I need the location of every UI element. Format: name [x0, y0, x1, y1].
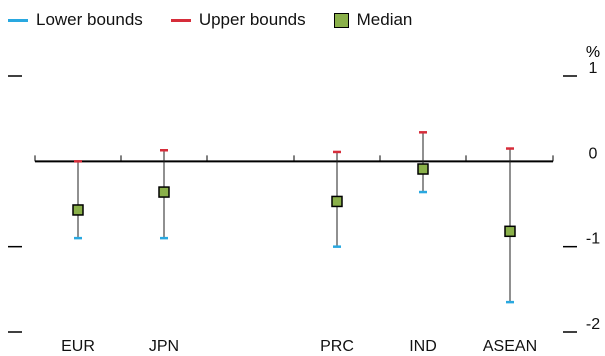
x-tick-label: JPN: [149, 338, 179, 355]
median-swatch: [333, 12, 349, 28]
legend-item-lower: Lower bounds: [8, 10, 143, 30]
x-tick-label: EUR: [61, 338, 95, 355]
upper-bounds-swatch: [170, 18, 191, 22]
legend-median-label: Median: [356, 10, 413, 29]
range-group: [158, 148, 170, 240]
range-group: [417, 131, 429, 194]
legend-lower-label: Lower bounds: [36, 10, 143, 29]
y-axis-unit: %: [586, 44, 600, 61]
legend-item-median: Median: [333, 10, 413, 30]
legend-item-upper: Upper bounds: [170, 10, 306, 30]
y-tick-label: -1: [586, 231, 600, 248]
x-tick-label: PRC: [320, 338, 354, 355]
range-group: [331, 150, 343, 248]
range-group: [504, 147, 516, 304]
y-tick-label: 0: [589, 145, 598, 162]
x-tick-label: IND: [409, 338, 437, 355]
median-marker: [72, 204, 84, 216]
x-axis: EUR JPN PRC IND ASEAN: [34, 155, 554, 355]
y-tick-label: 1: [589, 60, 598, 77]
right-y-axis: 1 0 -1 -2: [563, 60, 600, 333]
chart-marks: [72, 131, 516, 304]
y-tick-label: -2: [586, 316, 600, 333]
range-group: [72, 160, 84, 240]
x-tick-label: ASEAN: [483, 338, 537, 355]
median-marker: [158, 186, 170, 198]
median-marker: [504, 225, 516, 238]
lower-bounds-swatch: [8, 18, 28, 22]
median-marker: [331, 195, 343, 208]
left-y-axis: [8, 75, 22, 333]
legend: Lower bounds Upper bounds Median: [8, 10, 440, 30]
legend-upper-label: Upper bounds: [198, 10, 306, 29]
median-marker: [417, 163, 429, 175]
